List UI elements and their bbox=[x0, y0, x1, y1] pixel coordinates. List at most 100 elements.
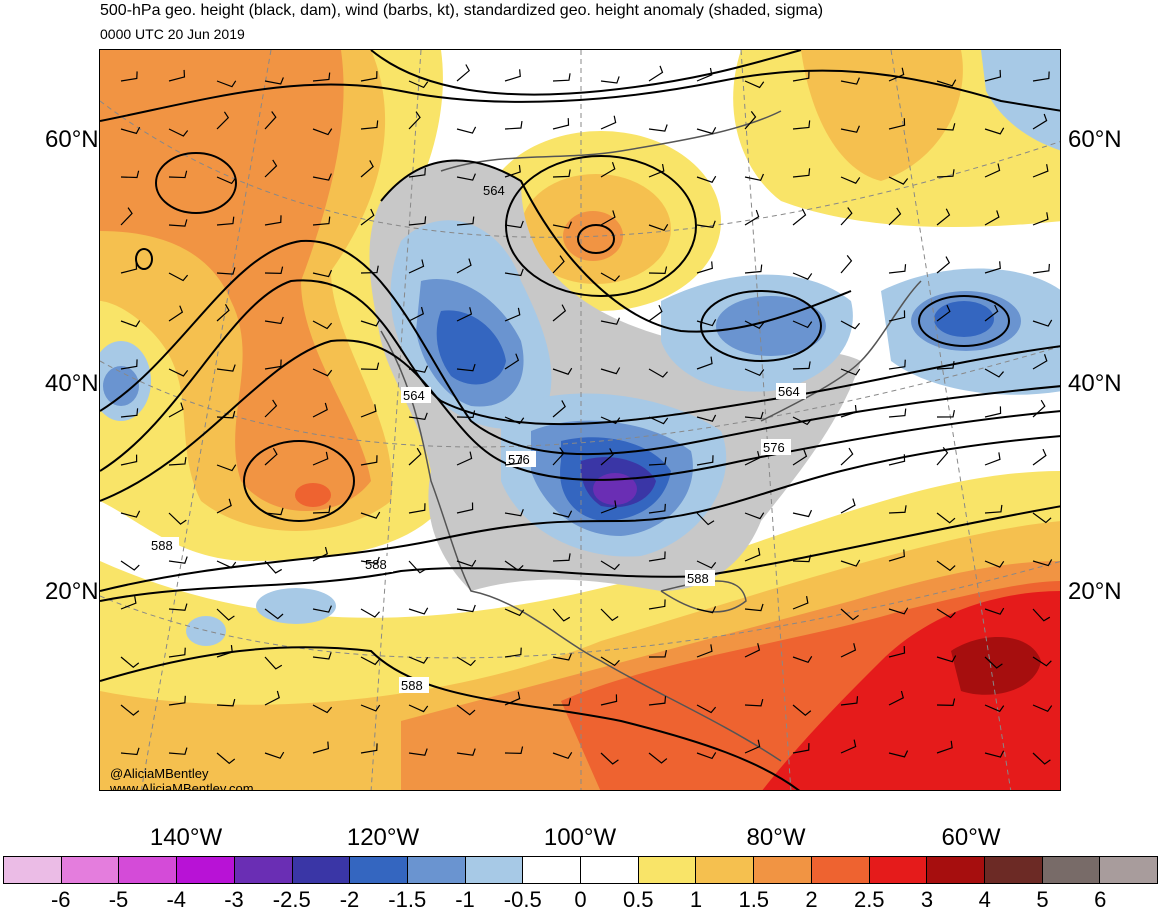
wind-barb bbox=[456, 173, 476, 181]
credit-handle: @AliciaMBentley bbox=[110, 766, 209, 781]
wind-barb bbox=[1032, 319, 1053, 327]
wind-barb bbox=[504, 456, 523, 466]
colorbar-swatch bbox=[523, 857, 582, 883]
colorbar-swatch bbox=[638, 857, 697, 883]
wind-barb bbox=[360, 71, 378, 82]
wind-barb bbox=[984, 210, 1000, 226]
wind-barb bbox=[504, 164, 521, 178]
wind-barb bbox=[360, 556, 380, 565]
shade-blue-west bbox=[436, 310, 506, 385]
wind-barb bbox=[120, 454, 138, 466]
wind-barb bbox=[264, 608, 284, 620]
wind-barb bbox=[744, 368, 765, 377]
wind-barb bbox=[792, 743, 810, 754]
wind-barb bbox=[696, 455, 714, 466]
wind-barb bbox=[168, 512, 187, 525]
wind-barb bbox=[504, 560, 524, 572]
wind-barb bbox=[600, 210, 616, 226]
wind-barb bbox=[744, 643, 761, 658]
wind-barb bbox=[696, 319, 717, 327]
wind-barb bbox=[648, 551, 666, 562]
wind-barb bbox=[456, 656, 476, 667]
wind-barb bbox=[408, 748, 428, 756]
wind-barb bbox=[984, 560, 1005, 568]
wind-barb bbox=[744, 411, 764, 420]
credit-url: www.AliciaMBentley.com bbox=[110, 781, 254, 791]
wind-barb bbox=[888, 408, 907, 418]
wind-barb bbox=[888, 359, 906, 370]
wind-barb bbox=[408, 607, 429, 615]
wind-barb bbox=[552, 608, 571, 622]
wind-barb bbox=[936, 123, 956, 131]
wind-barb bbox=[120, 207, 133, 226]
wind-barb bbox=[696, 606, 717, 614]
wind-barb bbox=[312, 368, 333, 377]
wind-barb bbox=[312, 605, 332, 613]
wind-barb bbox=[312, 320, 333, 330]
contour-label: 588 bbox=[401, 678, 423, 693]
wind-barb bbox=[504, 746, 524, 754]
wind-barb bbox=[456, 604, 476, 613]
wind-barb bbox=[552, 510, 573, 518]
wind-barb bbox=[168, 305, 184, 322]
wind-barb bbox=[408, 306, 425, 322]
wind-barb bbox=[168, 219, 188, 227]
wind-barb bbox=[984, 750, 1005, 758]
wind-barb bbox=[120, 560, 140, 571]
wind-barb bbox=[264, 77, 284, 85]
wind-barb bbox=[792, 656, 813, 664]
wind-barb bbox=[504, 508, 524, 517]
wind-barb bbox=[984, 69, 1002, 82]
lon-label: 120°W bbox=[346, 824, 420, 851]
wind-barb bbox=[456, 451, 473, 466]
colorbar-tick-label: 0.5 bbox=[622, 887, 654, 912]
wind-barb bbox=[264, 159, 278, 178]
wind-barb bbox=[504, 120, 523, 130]
colorbar-swatch bbox=[927, 857, 985, 883]
wind-barb bbox=[360, 608, 380, 618]
colorbar-swatch bbox=[1042, 857, 1101, 883]
wind-barb bbox=[456, 216, 475, 226]
wind-barb bbox=[792, 554, 812, 563]
wind-barb bbox=[456, 410, 476, 418]
wind-barb bbox=[744, 80, 765, 89]
wind-barb bbox=[360, 160, 374, 178]
wind-barb bbox=[888, 67, 905, 82]
wind-barb bbox=[936, 208, 951, 226]
wind-barb bbox=[792, 704, 812, 716]
wind-barb bbox=[216, 645, 233, 658]
wind-barb bbox=[888, 505, 907, 514]
wind-barb bbox=[840, 207, 853, 226]
wind-barb bbox=[312, 451, 329, 466]
wind-barb bbox=[1032, 399, 1046, 418]
wind-barb bbox=[408, 365, 428, 373]
wind-barb bbox=[456, 307, 473, 322]
wind-barb bbox=[552, 698, 572, 706]
wind-barb bbox=[936, 655, 957, 663]
wind-barb bbox=[648, 304, 663, 322]
wind-barb bbox=[312, 402, 328, 418]
wind-barb bbox=[120, 408, 139, 418]
wind-barb bbox=[648, 368, 668, 378]
wind-barb bbox=[888, 454, 906, 466]
wind-barb bbox=[312, 741, 330, 754]
valid-time: 0000 UTC 20 Jun 2019 bbox=[100, 26, 245, 42]
colorbar-tick-label: 5 bbox=[1036, 887, 1049, 912]
wind-barb bbox=[312, 546, 328, 562]
wind-barb bbox=[840, 696, 859, 706]
colorbar-swatch bbox=[61, 857, 120, 883]
wind-barb bbox=[312, 128, 333, 136]
lat-label-left: 60°N bbox=[45, 126, 99, 153]
wind-barb bbox=[648, 649, 667, 658]
wind-barb bbox=[120, 262, 138, 274]
shade-orange-greenland bbox=[801, 50, 963, 181]
wind-barb bbox=[120, 596, 137, 610]
colorbar-swatch bbox=[4, 857, 62, 883]
wind-barb bbox=[552, 751, 573, 760]
wind-barb bbox=[648, 599, 666, 610]
wind-barb bbox=[168, 69, 186, 82]
lon-label: 60°W bbox=[941, 824, 1001, 851]
wind-barb bbox=[216, 364, 236, 372]
wind-barb bbox=[600, 752, 619, 765]
wind-barb bbox=[168, 272, 189, 282]
